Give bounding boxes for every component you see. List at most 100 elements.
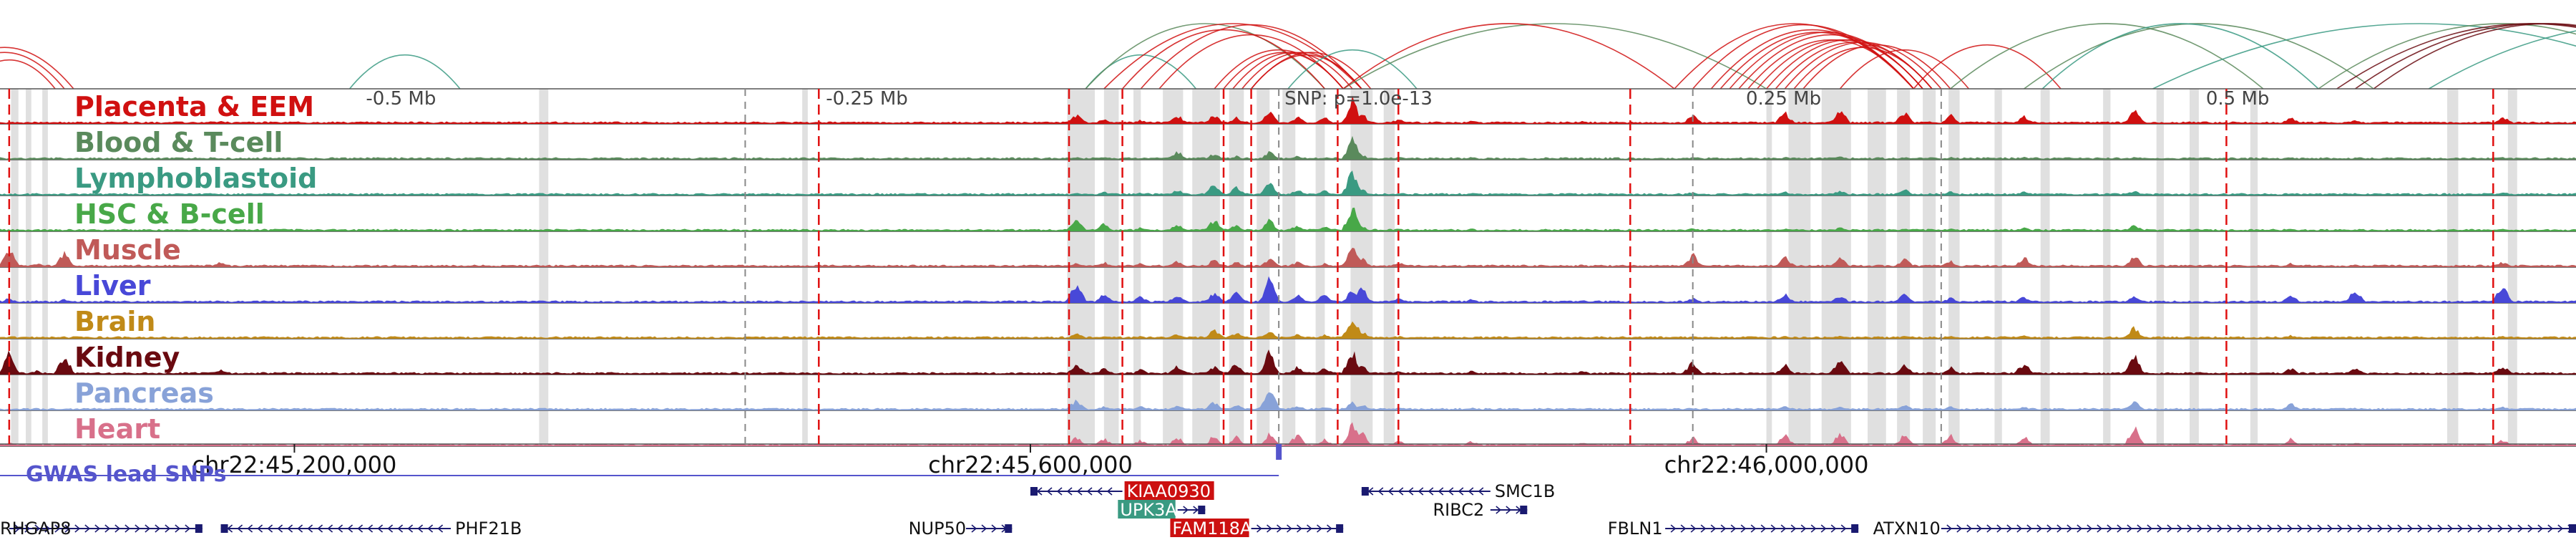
strand-arrow [2487,524,2494,533]
strand-arrow [317,524,323,533]
gene-label-highlight [1124,481,1214,500]
gene-label: PHF21B [455,519,522,537]
strand-arrow [2107,524,2113,533]
strand-arrow [387,524,394,533]
distance-tick-label: 0.5 Mb [2206,88,2270,110]
strand-arrow [1327,524,1332,533]
strand-arrow [114,524,121,533]
chromatin-loop-arc [0,47,74,90]
strand-arrow [2537,524,2544,533]
chromatin-loop-arc [1757,39,1923,90]
strand-arrow [1066,487,1073,496]
strand-arrow [84,524,91,533]
strand-arrow [2057,524,2063,533]
coordinate-axis: -0.5 Mb -0.25 Mb 0.25 Mb 0.5 Mb SNP: p=1.0e-… [0,88,2269,487]
strand-arrow [2127,524,2133,533]
strand-arrow [1257,524,1262,533]
strand-arrow [1287,524,1292,533]
strand-arrow [2527,524,2534,533]
strand-arrow [2137,524,2143,533]
chromatin-loop-arc [348,54,461,90]
strand-arrow [247,524,253,533]
strand-arrow [1996,524,2003,533]
strand-arrow [2237,524,2243,533]
strand-arrow [1076,487,1083,496]
strand-arrow [1193,506,1199,514]
strand-arrow [367,524,374,533]
strand-arrow [1056,487,1063,496]
gene-label: NUP50 [909,519,967,537]
chromatin-loop-arc [0,59,56,90]
gene-label: FAM118A [1172,519,1252,537]
strand-arrow [125,524,131,533]
chromatin-loop-arc [1121,29,1326,90]
coordinate-tick-label: chr22:46,000,000 [1664,451,1869,478]
chromatin-loop-arc [1085,23,1326,90]
gene-label: RIBC2 [1433,500,1484,520]
signal-tracks [0,95,2576,447]
strand-arrow [2167,524,2173,533]
strand-arrow [2477,524,2484,533]
strand-arrow [287,524,293,533]
chromatin-loop-arc [1839,49,1970,90]
strand-arrow [165,524,171,533]
strand-arrow [64,524,71,533]
strand-arrow [2077,524,2083,533]
strand-arrow [2287,524,2293,533]
track-label: Liver [74,270,151,302]
chromatin-loop-arc [1140,24,1362,90]
strand-arrow [2337,524,2343,533]
strand-arrow [437,524,444,533]
track-label: Heart [74,413,160,445]
strand-arrow [2117,524,2123,533]
strand-arrow [2097,524,2103,533]
strand-arrow [1830,524,1837,533]
strand-arrow [1976,524,1983,533]
strand-arrow [2016,524,2023,533]
strand-arrow [1086,487,1093,496]
strand-arrow [2377,524,2384,533]
strand-arrow [407,524,414,533]
strand-arrow [1680,524,1687,533]
strand-arrow [327,524,333,533]
strand-arrow [2357,524,2363,533]
track-label: Blood & T-cell [74,127,283,158]
strand-arrow [2367,524,2373,533]
strand-arrow [1800,524,1807,533]
strand-arrow [2327,524,2333,533]
strand-arrow [1478,487,1484,496]
strand-arrow [2087,524,2093,533]
strand-arrow [1367,487,1374,496]
chromatin-loop-arc [1913,44,2062,90]
strand-arrow [357,524,364,533]
chromatin-loop-arc [2152,23,2576,90]
strand-arrow [1690,524,1697,533]
strand-arrow [237,524,243,533]
chromatin-loop-arc [1232,52,1353,90]
strand-arrow [1840,524,1847,533]
strand-arrow [2227,524,2233,533]
strand-arrow [1317,524,1322,533]
strand-arrow [1106,487,1113,496]
strand-arrow [2397,524,2404,533]
strand-arrow [267,524,273,533]
chromatin-loop-arc [2354,23,2576,90]
strand-arrow [74,524,81,533]
strand-arrow [991,524,997,533]
strand-arrow [2006,524,2013,533]
strand-arrow [1966,524,1973,533]
strand-arrow [1438,487,1444,496]
strand-arrow [2467,524,2474,533]
strand-arrow [2267,524,2273,533]
gene-exon [2569,524,2576,533]
strand-arrow [145,524,151,533]
track-label: Kidney [74,342,180,373]
strand-arrow [1096,487,1103,496]
strand-arrow [2177,524,2183,533]
strand-arrow [1277,524,1282,533]
gene-label: UPK3A [1120,500,1177,520]
strand-arrow [2297,524,2303,533]
chromatin-loop-arc [1223,52,1344,90]
